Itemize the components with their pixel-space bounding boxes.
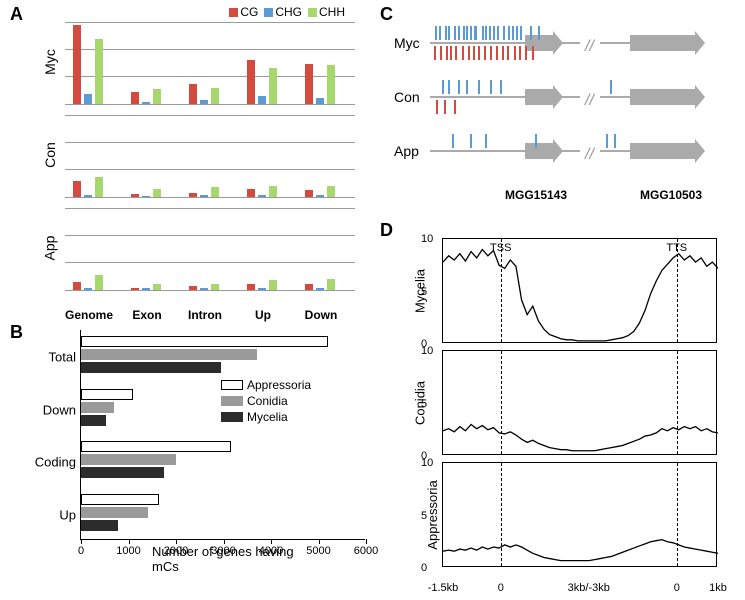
pb-plot: Number of genes having mCs AppressoriaCo… [80,330,365,540]
panel-b-chart: Number of genes having mCs AppressoriaCo… [20,330,365,580]
panel-a-chart: CGCHGCHHMycConAppGenomeExonIntronUpDown [20,8,355,298]
pa-legend: CGCHGCHH [229,5,345,19]
panel-d-chart: Mycelia0510TSSTTSConidia0510Appressoria0… [390,230,725,580]
panel-c-diagram: Myc//Con//App//MGG15143MGG10503 [390,8,725,213]
